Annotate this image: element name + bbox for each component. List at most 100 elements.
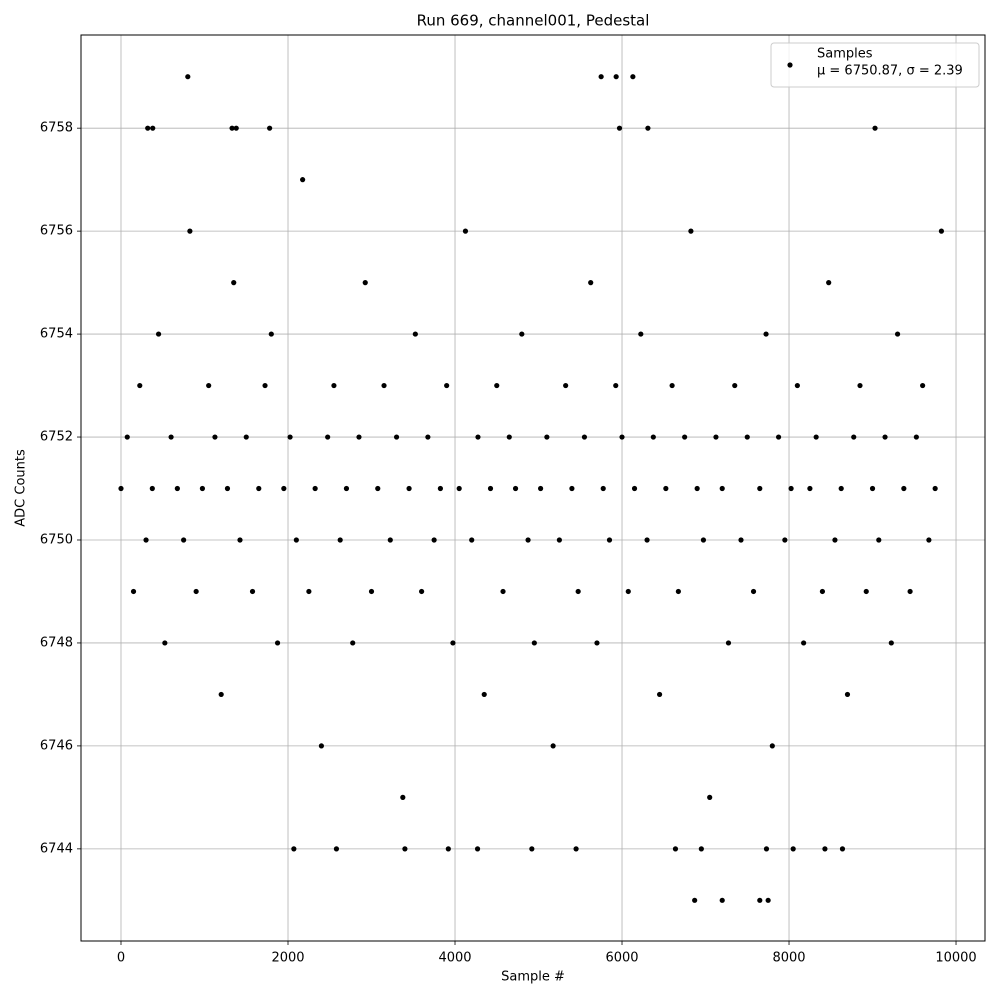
point <box>118 485 124 492</box>
point <box>763 331 769 337</box>
point <box>719 897 725 903</box>
point <box>368 588 375 595</box>
point <box>594 640 600 646</box>
y-tick-label: 6752 <box>40 430 73 445</box>
point <box>312 485 318 492</box>
point <box>500 588 506 595</box>
point <box>656 691 663 698</box>
point <box>537 485 544 492</box>
point <box>600 485 606 492</box>
x-tick-label: 4000 <box>438 951 471 966</box>
point <box>155 331 162 337</box>
point <box>469 537 475 543</box>
point <box>851 434 857 440</box>
point <box>819 588 826 595</box>
point <box>256 485 262 492</box>
point <box>581 434 588 440</box>
point <box>531 640 537 646</box>
point <box>337 537 343 543</box>
point <box>757 897 763 903</box>
point <box>732 382 738 389</box>
point <box>738 537 744 543</box>
point <box>926 537 932 543</box>
point <box>306 588 312 595</box>
point <box>124 434 130 440</box>
grid <box>81 35 985 941</box>
point <box>243 434 249 440</box>
point <box>569 485 575 492</box>
point <box>775 434 782 440</box>
x-tick-label: 2000 <box>271 951 304 966</box>
point <box>162 640 168 646</box>
point <box>563 382 569 389</box>
point <box>333 846 340 852</box>
legend-stats: μ = 6750.87, σ = 2.39 <box>817 64 963 79</box>
point <box>318 743 325 749</box>
point <box>638 331 644 337</box>
point <box>350 640 356 646</box>
point <box>393 434 400 440</box>
point <box>719 485 725 492</box>
point <box>229 125 235 131</box>
point <box>625 588 631 595</box>
point <box>613 74 619 80</box>
point <box>130 588 137 595</box>
x-tick-label: 10000 <box>935 951 976 966</box>
point <box>882 434 888 440</box>
point <box>437 485 443 492</box>
point <box>193 588 199 595</box>
point <box>233 125 239 131</box>
chart-title: Run 669, channel001, Pedestal <box>417 12 650 30</box>
plot-frame <box>80 34 986 942</box>
point <box>688 228 694 234</box>
point <box>813 434 819 440</box>
point <box>444 382 450 389</box>
y-tick-label: 6748 <box>40 635 73 650</box>
point <box>932 485 938 492</box>
point <box>425 434 431 440</box>
point <box>331 382 337 389</box>
point <box>713 434 719 440</box>
point <box>700 537 707 543</box>
point <box>631 485 638 492</box>
point <box>839 846 846 852</box>
point <box>907 588 913 595</box>
point <box>481 691 487 698</box>
point <box>550 743 556 749</box>
point <box>356 434 362 440</box>
points <box>118 74 945 903</box>
point <box>150 125 156 131</box>
legend-box <box>770 42 980 88</box>
point <box>826 280 832 286</box>
point <box>206 382 212 389</box>
point <box>698 846 704 852</box>
point <box>343 485 350 492</box>
point <box>149 485 155 492</box>
point <box>573 846 579 852</box>
point <box>616 125 623 131</box>
point <box>268 331 274 337</box>
point <box>725 640 732 646</box>
point <box>525 537 531 543</box>
legend-label: Samples <box>817 47 873 62</box>
point <box>287 434 293 440</box>
point <box>168 434 174 440</box>
point <box>938 228 945 234</box>
point <box>630 74 636 80</box>
point <box>293 537 299 543</box>
point <box>832 537 838 543</box>
point <box>788 485 794 492</box>
point <box>613 382 619 389</box>
point <box>494 382 500 389</box>
point <box>872 125 878 131</box>
point <box>406 485 412 492</box>
point <box>790 846 796 852</box>
point <box>757 485 763 492</box>
point <box>387 537 393 543</box>
point <box>588 280 594 286</box>
point <box>512 485 519 492</box>
point <box>675 588 681 595</box>
point <box>431 537 437 543</box>
